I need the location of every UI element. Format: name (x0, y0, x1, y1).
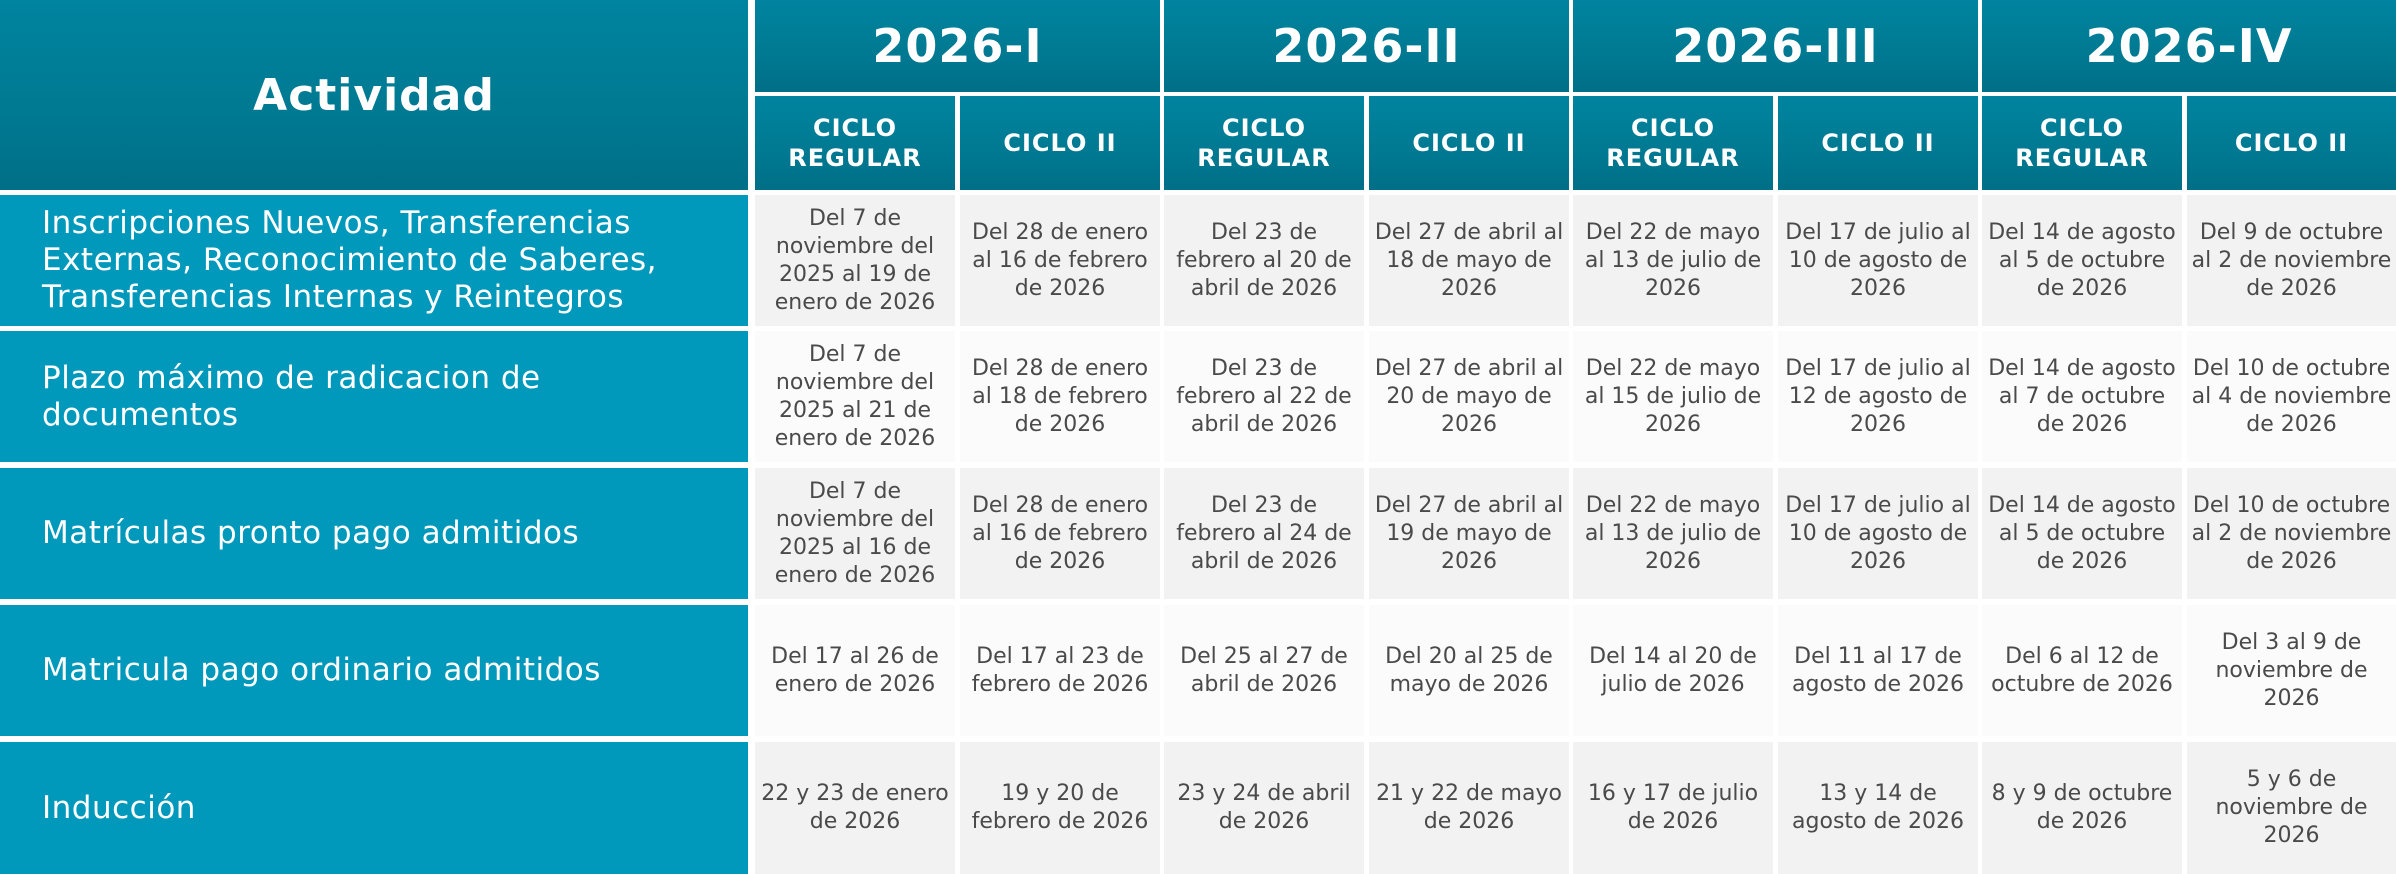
table-cell: Del 28 de enero al 18 de febrero de 2026 (960, 331, 1160, 462)
cycle-header: CICLO II (1778, 96, 1978, 190)
table-cell: 21 y 22 de mayo de 2026 (1369, 742, 1569, 874)
table-cell: Del 22 de mayo al 13 de julio de 2026 (1573, 195, 1773, 326)
table-cell: Del 20 al 25 de mayo de 2026 (1369, 605, 1569, 736)
table-cell: 16 y 17 de julio de 2026 (1573, 742, 1773, 874)
table-cell: Del 28 de enero al 16 de febrero de 2026 (960, 468, 1160, 599)
table-cell: Del 7 de noviembre del 2025 al 16 de ene… (755, 468, 955, 599)
table-cell: Del 22 de mayo al 13 de julio de 2026 (1573, 468, 1773, 599)
period-header-3: 2026-III (1573, 0, 1978, 92)
table-cell: Del 23 de febrero al 24 de abril de 2026 (1164, 468, 1364, 599)
period-header-1: 2026-I (755, 0, 1160, 92)
table-cell: Del 3 al 9 de noviembre de 2026 (2187, 605, 2396, 736)
activity-label: Inducción (0, 742, 748, 874)
table-cell: Del 17 al 26 de enero de 2026 (755, 605, 955, 736)
table-cell: Del 17 de julio al 12 de agosto de 2026 (1778, 331, 1978, 462)
activity-header: Actividad (0, 0, 748, 190)
table-cell: Del 22 de mayo al 15 de julio de 2026 (1573, 331, 1773, 462)
period-header-4: 2026-IV (1982, 0, 2396, 92)
table-cell: 19 y 20 de febrero de 2026 (960, 742, 1160, 874)
table-cell: Del 14 de agosto al 7 de octubre de 2026 (1982, 331, 2182, 462)
table-cell: Del 17 de julio al 10 de agosto de 2026 (1778, 468, 1978, 599)
table-cell: Del 7 de noviembre del 2025 al 21 de ene… (755, 331, 955, 462)
table-cell: Del 27 de abril al 20 de mayo de 2026 (1369, 331, 1569, 462)
table-cell: Del 10 de octubre al 2 de noviembre de 2… (2187, 468, 2396, 599)
table-cell: 22 y 23 de enero de 2026 (755, 742, 955, 874)
activity-label: Matricula pago ordinario admitidos (0, 605, 748, 736)
table-cell: Del 17 al 23 de febrero de 2026 (960, 605, 1160, 736)
table-cell: Del 14 de agosto al 5 de octubre de 2026 (1982, 468, 2182, 599)
activity-label: Inscripciones Nuevos, Transferencias Ext… (0, 195, 748, 326)
period-header-2: 2026-II (1164, 0, 1569, 92)
cycle-header: CICLO II (2187, 96, 2396, 190)
table-cell: Del 25 al 27 de abril de 2026 (1164, 605, 1364, 736)
cycle-header: CICLO REGULAR (755, 96, 955, 190)
table-cell: Del 23 de febrero al 22 de abril de 2026 (1164, 331, 1364, 462)
table-cell: Del 14 al 20 de julio de 2026 (1573, 605, 1773, 736)
table-cell: Del 27 de abril al 19 de mayo de 2026 (1369, 468, 1569, 599)
table-cell: Del 10 de octubre al 4 de noviembre de 2… (2187, 331, 2396, 462)
table-cell: Del 6 al 12 de octubre de 2026 (1982, 605, 2182, 736)
table-cell: Del 28 de enero al 16 de febrero de 2026 (960, 195, 1160, 326)
cycle-header: CICLO II (1369, 96, 1569, 190)
table-cell: Del 23 de febrero al 20 de abril de 2026 (1164, 195, 1364, 326)
cycle-header: CICLO II (960, 96, 1160, 190)
table-cell: 13 y 14 de agosto de 2026 (1778, 742, 1978, 874)
table-cell: Del 17 de julio al 10 de agosto de 2026 (1778, 195, 1978, 326)
table-cell: 5 y 6 de noviembre de 2026 (2187, 742, 2396, 874)
table-cell: 23 y 24 de abril de 2026 (1164, 742, 1364, 874)
activity-label: Matrículas pronto pago admitidos (0, 468, 748, 599)
cycle-header: CICLO REGULAR (1573, 96, 1773, 190)
table-cell: Del 14 de agosto al 5 de octubre de 2026 (1982, 195, 2182, 326)
table-cell: Del 27 de abril al 18 de mayo de 2026 (1369, 195, 1569, 326)
table-cell: Del 11 al 17 de agosto de 2026 (1778, 605, 1978, 736)
table-cell: 8 y 9 de octubre de 2026 (1982, 742, 2182, 874)
table-cell: Del 7 de noviembre del 2025 al 19 de ene… (755, 195, 955, 326)
cycle-header: CICLO REGULAR (1982, 96, 2182, 190)
table-cell: Del 9 de octubre al 2 de noviembre de 20… (2187, 195, 2396, 326)
activity-label: Plazo máximo de radicacion de documentos (0, 331, 748, 462)
cycle-header: CICLO REGULAR (1164, 96, 1364, 190)
